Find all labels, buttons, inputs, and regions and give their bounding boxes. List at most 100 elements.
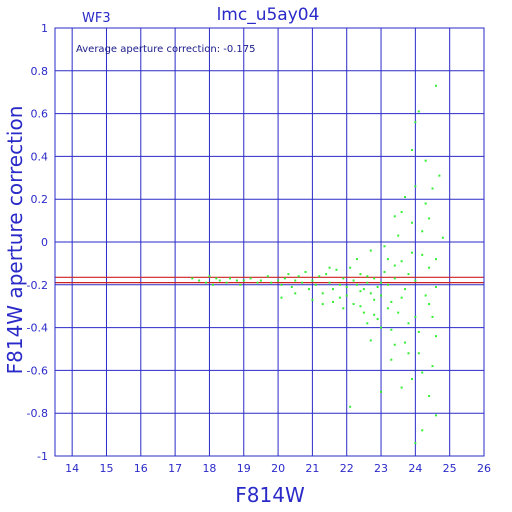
data-point bbox=[304, 270, 307, 273]
data-point bbox=[431, 315, 434, 318]
data-point bbox=[434, 258, 437, 261]
data-point bbox=[366, 281, 369, 284]
data-point bbox=[321, 292, 324, 295]
data-point bbox=[345, 285, 348, 288]
x-tick-label: 16 bbox=[134, 462, 148, 475]
data-point bbox=[321, 303, 324, 306]
data-point bbox=[414, 315, 417, 318]
data-point bbox=[290, 285, 293, 288]
data-point bbox=[297, 275, 300, 278]
data-point bbox=[438, 174, 441, 177]
data-point bbox=[434, 285, 437, 288]
data-point bbox=[404, 341, 407, 344]
chart-title: lmc_u5ay04 bbox=[217, 5, 320, 25]
data-point bbox=[393, 277, 396, 280]
data-point bbox=[428, 303, 431, 306]
data-point bbox=[434, 414, 437, 417]
data-point bbox=[362, 288, 365, 291]
data-point bbox=[390, 300, 393, 303]
data-point bbox=[414, 442, 417, 445]
data-point bbox=[434, 84, 437, 87]
data-point bbox=[407, 352, 410, 355]
data-point bbox=[294, 279, 297, 282]
data-point bbox=[417, 352, 420, 355]
x-tick-label: 15 bbox=[99, 462, 113, 475]
data-point bbox=[421, 371, 424, 374]
y-tick-label: -0.8 bbox=[27, 407, 48, 420]
data-point bbox=[352, 279, 355, 282]
data-point bbox=[428, 266, 431, 269]
x-tick-label: 26 bbox=[477, 462, 491, 475]
data-point bbox=[383, 270, 386, 273]
data-point bbox=[318, 275, 321, 278]
data-point bbox=[335, 268, 338, 271]
y-tick-label: 0 bbox=[41, 236, 48, 249]
data-point bbox=[218, 279, 221, 282]
data-point bbox=[410, 251, 413, 254]
grid-lines bbox=[55, 28, 484, 456]
data-point bbox=[376, 285, 379, 288]
data-point bbox=[431, 187, 434, 190]
data-point bbox=[283, 277, 286, 280]
data-point bbox=[428, 217, 431, 220]
x-tick-label: 23 bbox=[374, 462, 388, 475]
data-point bbox=[369, 292, 372, 295]
data-point bbox=[342, 277, 345, 280]
data-point bbox=[359, 290, 362, 293]
data-point bbox=[235, 279, 238, 282]
average-annotation: Average aperture correction: -0.175 bbox=[76, 44, 256, 55]
data-point bbox=[373, 277, 376, 280]
x-tick-label: 20 bbox=[271, 462, 285, 475]
x-tick-label: 17 bbox=[168, 462, 182, 475]
data-point bbox=[280, 296, 283, 299]
data-point bbox=[256, 281, 259, 284]
y-tick-label: 0.8 bbox=[31, 65, 49, 78]
data-point bbox=[421, 253, 424, 256]
y-tick-labels: -1 -0.8 -0.6 -0.4 -0.2 0 0.2 0.4 0.6 0.8 1 bbox=[27, 22, 48, 463]
data-point bbox=[424, 159, 427, 162]
data-point bbox=[404, 288, 407, 291]
data-point bbox=[421, 230, 424, 233]
data-point bbox=[328, 266, 331, 269]
data-point bbox=[421, 429, 424, 432]
data-point bbox=[424, 294, 427, 297]
data-point bbox=[311, 279, 314, 282]
data-points bbox=[191, 84, 444, 445]
data-point bbox=[380, 281, 383, 284]
data-point bbox=[270, 281, 273, 284]
x-axis-label: F814W bbox=[235, 483, 305, 507]
data-point bbox=[414, 279, 417, 282]
x-tick-label: 22 bbox=[340, 462, 354, 475]
data-point bbox=[359, 305, 362, 308]
data-point bbox=[386, 307, 389, 310]
y-axis-label: F814W aperture correction bbox=[3, 106, 27, 375]
data-point bbox=[393, 343, 396, 346]
x-tick-label: 14 bbox=[65, 462, 79, 475]
data-point bbox=[280, 283, 283, 286]
y-tick-label: -0.6 bbox=[27, 364, 48, 377]
data-point bbox=[239, 283, 242, 286]
data-point bbox=[373, 313, 376, 316]
data-point bbox=[400, 260, 403, 263]
data-point bbox=[325, 273, 328, 276]
data-point bbox=[349, 266, 352, 269]
data-point bbox=[259, 279, 262, 282]
data-point bbox=[380, 326, 383, 329]
y-tick-label: 0.2 bbox=[31, 193, 49, 206]
data-point bbox=[410, 377, 413, 380]
y-tick-label: -0.2 bbox=[27, 279, 48, 292]
data-point bbox=[410, 148, 413, 151]
data-point bbox=[390, 358, 393, 361]
y-tick-label: 0.6 bbox=[31, 108, 49, 121]
data-point bbox=[431, 365, 434, 368]
data-point bbox=[380, 294, 383, 297]
data-point bbox=[328, 281, 331, 284]
data-point bbox=[373, 298, 376, 301]
data-point bbox=[441, 236, 444, 239]
data-point bbox=[277, 279, 280, 282]
data-point bbox=[376, 318, 379, 321]
data-point bbox=[366, 322, 369, 325]
data-point bbox=[428, 395, 431, 398]
chip-label: WF3 bbox=[82, 11, 111, 26]
